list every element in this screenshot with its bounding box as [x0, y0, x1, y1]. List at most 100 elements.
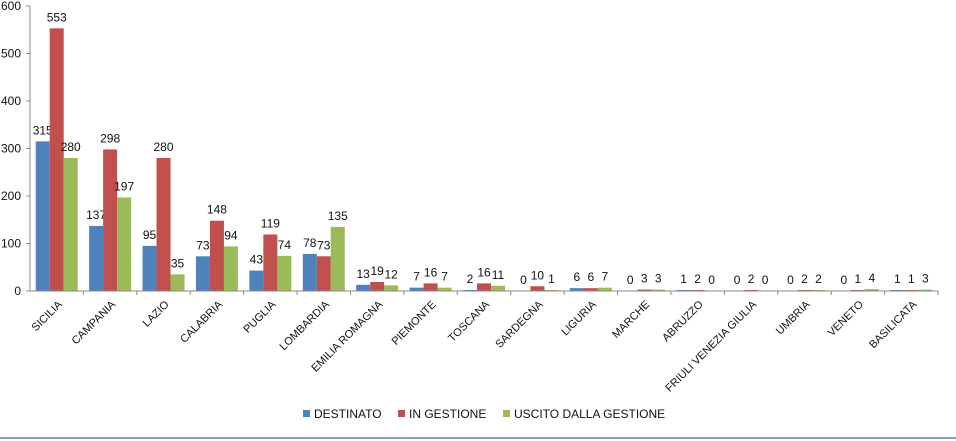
data-label: 6: [587, 270, 594, 284]
legend-swatch: [503, 410, 510, 417]
bar: [89, 225, 104, 291]
data-label: 19: [370, 264, 384, 278]
data-label: 2: [694, 272, 701, 286]
data-label: 135: [328, 209, 348, 223]
bar: [330, 226, 345, 291]
data-label: 1: [548, 272, 555, 286]
data-label: 95: [143, 228, 157, 242]
y-tick-label: 300: [1, 142, 21, 156]
data-label: 197: [114, 179, 134, 193]
legend-label: USCITO DALLA GESTIONE: [514, 407, 665, 421]
data-label: 94: [224, 228, 238, 242]
bar: [277, 255, 292, 291]
y-tick-label: 600: [1, 0, 21, 13]
data-label: 0: [841, 273, 848, 287]
bar: [651, 289, 666, 291]
bar: [223, 246, 238, 291]
legend-label: IN GESTIONE: [409, 407, 486, 421]
data-label: 7: [441, 270, 448, 284]
y-tick-label: 400: [1, 94, 21, 108]
data-label: 2: [801, 272, 808, 286]
data-label: 2: [815, 272, 822, 286]
category-label: LOMBARDIA: [278, 298, 333, 353]
data-label: 13: [356, 267, 370, 281]
data-label: 148: [207, 203, 227, 217]
data-label: 78: [303, 236, 317, 250]
data-label: 12: [384, 267, 398, 281]
bar: [491, 285, 505, 291]
bar: [195, 256, 210, 291]
bar: [437, 287, 452, 291]
data-label: 0: [762, 273, 769, 287]
category-label: LAZIO: [141, 298, 172, 329]
data-label: 6: [573, 270, 580, 284]
data-label: 1: [908, 272, 915, 286]
data-label: 7: [413, 270, 420, 284]
data-label: 0: [708, 273, 715, 287]
bar: [49, 28, 64, 291]
bar: [263, 234, 278, 291]
data-label: 1: [894, 272, 901, 286]
data-label: 137: [86, 208, 106, 222]
data-label: 10: [531, 268, 545, 282]
data-label: 2: [467, 272, 474, 286]
data-label: 298: [100, 131, 120, 145]
legend-label: DESTINATO: [314, 407, 382, 421]
category-label: SICILIA: [30, 298, 66, 334]
bar: [569, 288, 584, 291]
bar: [409, 287, 424, 291]
data-label: 35: [171, 256, 185, 270]
data-label: 4: [869, 271, 876, 285]
y-tick-label: 200: [1, 189, 21, 203]
bar: [384, 285, 399, 291]
bar: [918, 289, 933, 291]
legend-swatch: [303, 410, 310, 417]
bar: [370, 281, 385, 291]
data-label: 3: [641, 272, 648, 286]
bar: [864, 289, 879, 291]
category-label: SARDEGNA: [493, 298, 546, 351]
category-label: LIGURIA: [559, 298, 599, 338]
data-label: 0: [734, 273, 741, 287]
bar: [302, 253, 317, 291]
bar: [477, 283, 491, 291]
data-label: 16: [477, 265, 491, 279]
category-label: CALABRIA: [178, 298, 225, 345]
category-label: PUGLIA: [241, 298, 278, 335]
bar: [583, 288, 598, 291]
data-label: 0: [627, 273, 634, 287]
bar: [63, 158, 78, 291]
category-label: VENETO: [826, 298, 867, 339]
y-tick-label: 500: [1, 47, 21, 61]
data-label: 553: [47, 10, 67, 24]
data-label: 11: [492, 268, 505, 282]
data-label: 0: [787, 273, 794, 287]
data-label: 3: [655, 272, 662, 286]
y-tick-label: 100: [1, 237, 21, 251]
data-label: 2: [748, 272, 755, 286]
data-label: 7: [601, 270, 608, 284]
bar: [316, 256, 331, 291]
bar: [117, 197, 132, 291]
y-tick-label: 0: [14, 284, 21, 298]
category-label: TOSCANA: [446, 298, 492, 344]
bar: [209, 220, 224, 291]
data-label: 3: [922, 272, 929, 286]
bar: [35, 141, 50, 291]
category-label: ABRUZZO: [660, 298, 706, 344]
data-label: 1: [680, 272, 687, 286]
bar: [103, 149, 118, 291]
category-label: UMBRIA: [774, 298, 813, 337]
data-label: 0: [520, 273, 527, 287]
chart-bottom-border: [0, 437, 956, 439]
bar: [142, 245, 157, 291]
category-label: PIEMONTE: [390, 299, 439, 348]
data-label: 280: [61, 140, 81, 154]
category-label: CAMPANIA: [70, 298, 119, 347]
bar: [356, 284, 371, 291]
data-label: 43: [250, 253, 264, 267]
bar: [170, 274, 185, 291]
data-label: 119: [261, 216, 280, 230]
